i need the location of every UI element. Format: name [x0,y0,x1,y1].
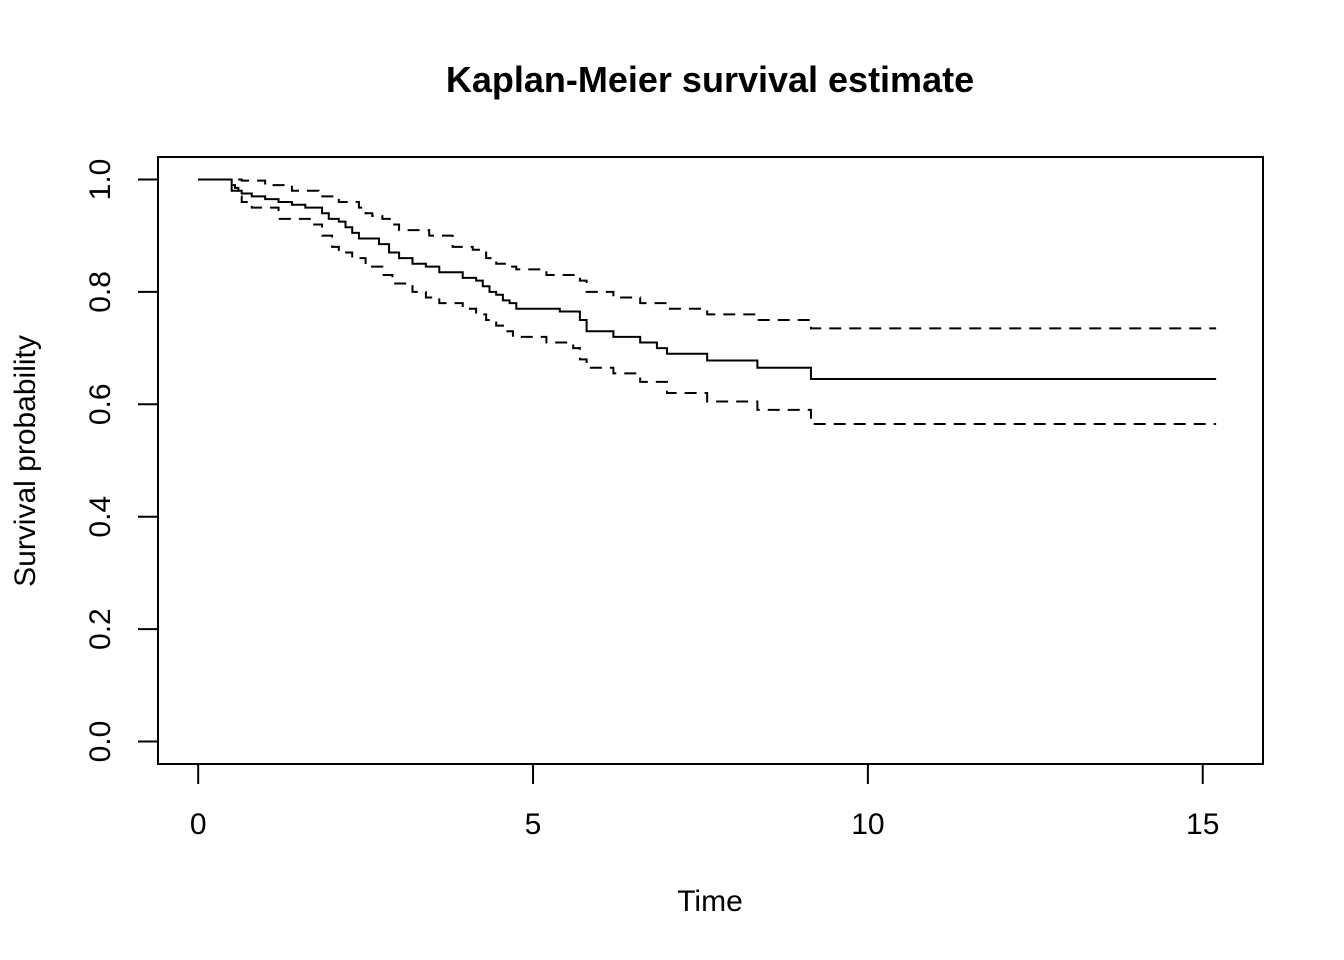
x-tick-label: 10 [851,808,884,841]
y-tick-label: 0.0 [84,721,117,763]
y-tick-label: 1.0 [84,159,117,201]
y-tick-label: 0.4 [84,496,117,538]
y-axis: 0.0 0.2 0.4 0.6 0.8 1.0 [84,159,159,763]
y-tick-label: 0.6 [84,383,117,425]
x-axis: 0 5 10 15 [190,763,1219,841]
series-layer [198,178,1217,425]
chart-title: Kaplan-Meier survival estimate [446,59,974,100]
y-tick-label: 0.2 [84,608,117,650]
y-axis-label: Survival probability [9,335,42,587]
x-tick-label: 0 [190,808,207,841]
survival-curve [198,178,1217,381]
plot-frame [157,156,1264,765]
x-tick-label: 5 [525,808,542,841]
lower-ci-curve [198,178,1217,425]
y-tick-label: 0.8 [84,271,117,313]
x-axis-label: Time [677,885,743,918]
x-tick-label: 15 [1186,808,1219,841]
upper-ci-curve [198,178,1217,330]
